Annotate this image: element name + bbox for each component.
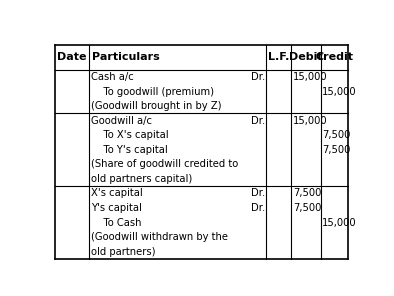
Text: (Goodwill brought in by Z): (Goodwill brought in by Z) [91, 101, 221, 111]
Text: 15,000: 15,000 [322, 86, 357, 96]
Text: 7,500: 7,500 [322, 145, 351, 155]
Text: 7,500: 7,500 [293, 188, 321, 198]
Text: 15,000: 15,000 [293, 116, 327, 126]
Text: Credit: Credit [316, 52, 353, 62]
Text: (Share of goodwill credited to: (Share of goodwill credited to [91, 159, 238, 169]
Text: To Y's capital: To Y's capital [91, 145, 168, 155]
Text: (Goodwill withdrawn by the: (Goodwill withdrawn by the [91, 232, 228, 242]
Text: Debit: Debit [289, 52, 323, 62]
Text: To X's capital: To X's capital [91, 130, 169, 140]
Text: Dr.: Dr. [251, 188, 265, 198]
Text: old partners): old partners) [91, 247, 155, 257]
Text: 15,000: 15,000 [293, 72, 327, 82]
Text: X's capital: X's capital [91, 188, 143, 198]
Text: L.F.: L.F. [268, 52, 290, 62]
Text: 7,500: 7,500 [322, 130, 351, 140]
Text: old partners capital): old partners capital) [91, 174, 192, 184]
Text: Particulars: Particulars [91, 52, 159, 62]
Text: To goodwill (premium): To goodwill (premium) [91, 86, 214, 96]
Text: Dr.: Dr. [251, 72, 265, 82]
Text: Date: Date [58, 52, 87, 62]
Text: Dr.: Dr. [251, 203, 265, 213]
Text: 7,500: 7,500 [293, 203, 321, 213]
Text: Dr.: Dr. [251, 116, 265, 126]
Text: Y's capital: Y's capital [91, 203, 142, 213]
Text: 15,000: 15,000 [322, 218, 357, 228]
Text: To Cash: To Cash [91, 218, 141, 228]
Text: Goodwill a/c: Goodwill a/c [91, 116, 152, 126]
Text: Cash a/c: Cash a/c [91, 72, 134, 82]
